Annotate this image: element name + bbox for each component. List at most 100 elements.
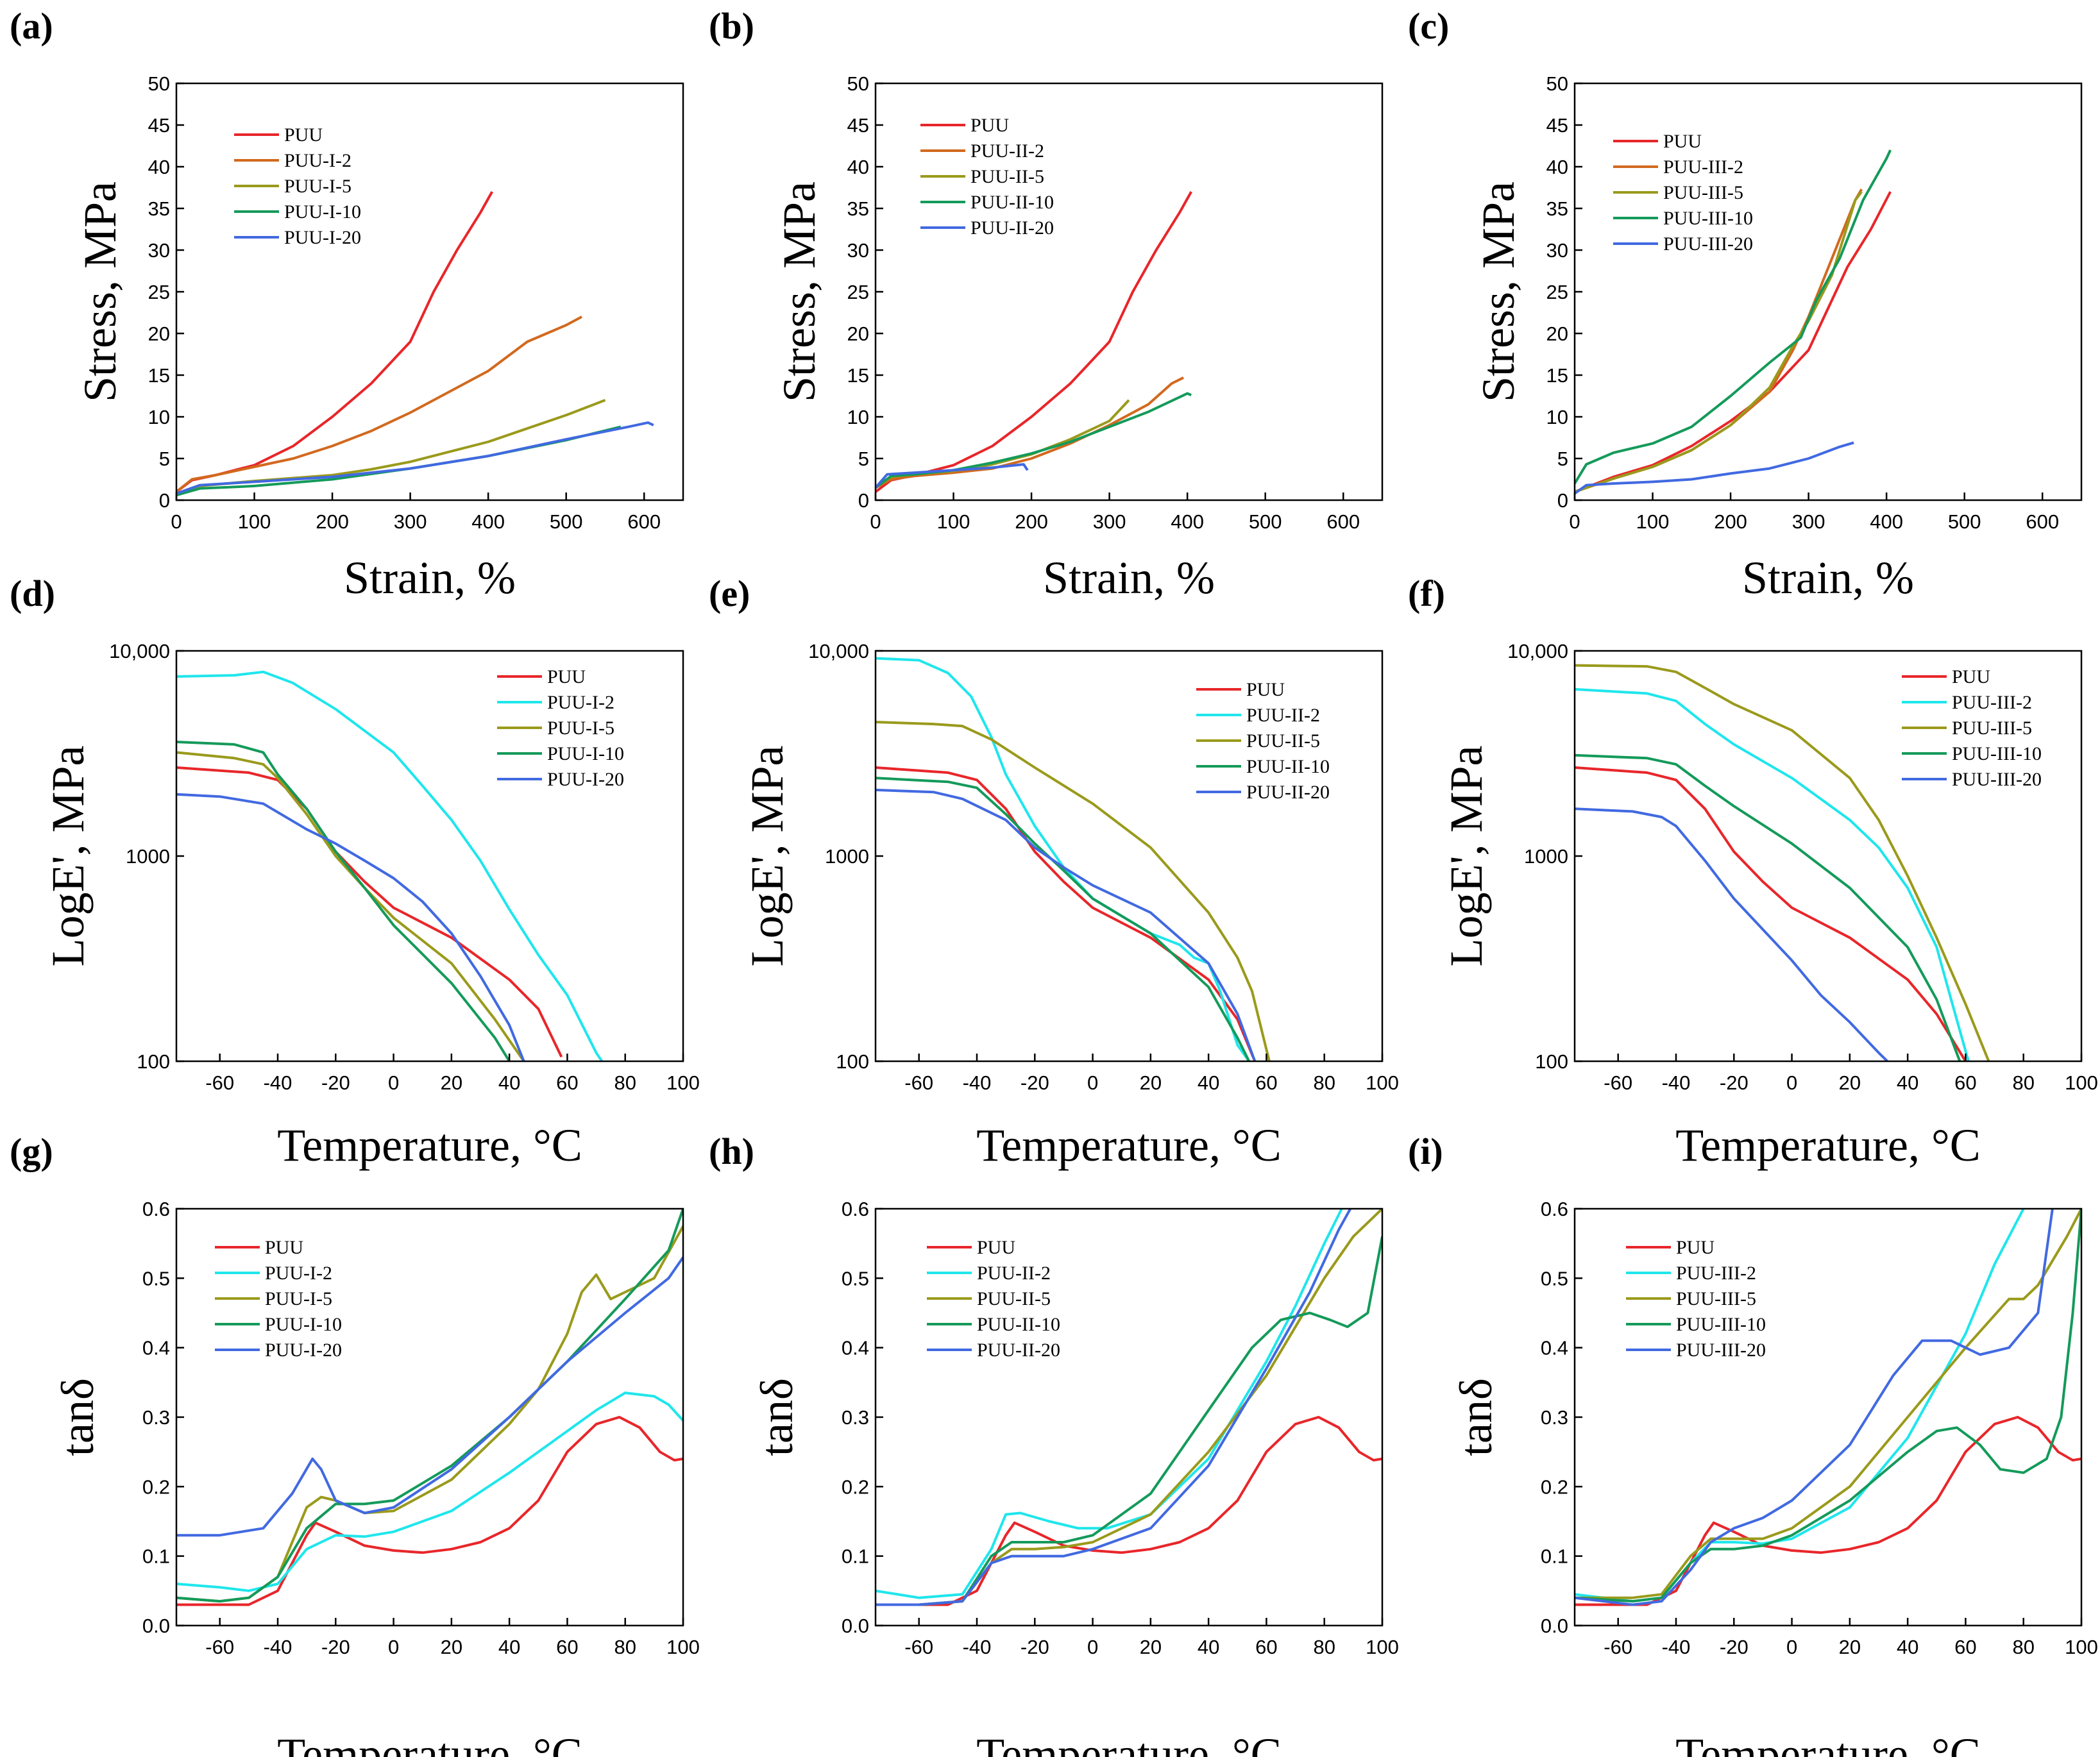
x-tick-label: 80 <box>2012 1636 2034 1658</box>
y-tick-label: 0.6 <box>1541 1198 1568 1220</box>
x-tick-label: -60 <box>1604 1636 1632 1658</box>
x-tick-label: 60 <box>1954 1636 1976 1658</box>
x-tick-label: -20 <box>1020 1636 1049 1658</box>
plot-frame <box>175 82 684 501</box>
x-tick-label: 0 <box>1786 1636 1797 1658</box>
y-tick-label: 15 <box>847 364 869 387</box>
legend-label: PUU <box>265 1237 303 1258</box>
legend-label: PUU-II-10 <box>970 192 1054 213</box>
x-axis-title: Strain, % <box>1742 552 1914 603</box>
x-tick-label: 20 <box>441 1072 462 1094</box>
plot-frame <box>1573 1207 2083 1627</box>
x-tick-label: 60 <box>556 1072 578 1094</box>
panel-label: (e) <box>709 573 750 614</box>
chart-panel-a: 0 100 200 300 400 500 600 0 5 10 15 20 25 30 35 40 45 50 S… <box>10 5 684 603</box>
y-tick-label: 50 <box>1546 72 1568 95</box>
legend-label: PUU-II-20 <box>977 1340 1060 1361</box>
y-axis-title: LogE', MPa <box>42 746 94 967</box>
y-tick-label: 35 <box>1546 198 1568 220</box>
x-tick-label: -60 <box>205 1636 234 1658</box>
y-tick-label: 0.1 <box>142 1545 170 1568</box>
panel-label: (a) <box>10 5 53 47</box>
legend-label: PUU-II-20 <box>970 217 1054 239</box>
x-tick-label: 60 <box>556 1636 578 1658</box>
y-tick-label: 40 <box>148 156 170 178</box>
y-tick-label: 0.5 <box>842 1267 869 1290</box>
x-axis-title: Temperature, °C <box>976 1120 1282 1171</box>
y-tick-label: 1000 <box>825 845 869 868</box>
legend-label: PUU-III-5 <box>1952 718 2032 739</box>
x-tick-label: 500 <box>1249 510 1282 533</box>
legend-label: PUU-I-5 <box>284 176 351 197</box>
legend-label: PUU <box>970 115 1009 136</box>
legend: PUU PUU-II-2 PUU-II-5 PUU-II-10 PUU-II-20 <box>920 115 1054 239</box>
series-line-puu-iii-20 <box>1575 441 1854 495</box>
series-line-puu-ii-20 <box>876 1209 1352 1606</box>
x-tick-label: 0 <box>388 1636 399 1658</box>
chart-panel-e: -60 -40 -20 0 20 40 60 80 100 100 1000 10,000 Temper… <box>709 573 1399 1171</box>
y-axis-title: Stress, MPa <box>774 181 825 402</box>
legend-label: PUU-I-2 <box>284 150 351 171</box>
x-tick-label: 0 <box>388 1072 399 1094</box>
y-tick-label: 0.4 <box>142 1337 170 1359</box>
y-tick-label: 0.4 <box>1541 1337 1568 1359</box>
x-axis-title: Temperature, °C <box>1675 1120 1981 1171</box>
series-line-puu <box>176 1416 683 1606</box>
series-line-puu-iii-20 <box>1575 807 1888 1061</box>
x-tick-label: -40 <box>963 1072 992 1094</box>
y-tick-label: 0 <box>858 489 869 512</box>
x-tick-label: 100 <box>1366 1072 1399 1094</box>
x-tick-label: -20 <box>1720 1072 1749 1094</box>
y-tick-label: 0.2 <box>1541 1475 1568 1498</box>
series-line-puu-ii-5 <box>876 1209 1382 1606</box>
x-tick-label: 60 <box>1255 1636 1277 1658</box>
x-tick-label: 40 <box>1897 1636 1918 1658</box>
x-tick-label: -60 <box>904 1072 933 1094</box>
x-tick-label: 20 <box>441 1636 462 1658</box>
legend-label: PUU-II-10 <box>1246 756 1330 777</box>
y-tick-label: 0.1 <box>842 1545 869 1568</box>
y-tick-label: 100 <box>836 1050 869 1073</box>
x-tick-label: 80 <box>614 1636 636 1658</box>
series-line-puu-iii-10 <box>1575 149 1892 485</box>
series-line-puu-i-5 <box>176 399 606 495</box>
series-line-puu-ii-10 <box>876 777 1251 1061</box>
y-tick-label: 40 <box>847 156 869 178</box>
legend-label: PUU-III-10 <box>1663 208 1753 229</box>
legend-label: PUU <box>547 666 586 687</box>
legend: PUU PUU-III-2 PUU-III-5 PUU-III-10 PUU-III-2… <box>1902 666 2042 790</box>
series-line-puu-iii-20 <box>1575 1209 2054 1606</box>
x-tick-label: 100 <box>937 510 970 533</box>
chart-panel-f: -60 -40 -20 0 20 40 60 80 100 100 1000 10,000 Temper… <box>1408 573 2098 1171</box>
legend-label: PUU-I-10 <box>284 201 361 223</box>
x-tick-label: 100 <box>2065 1072 2098 1094</box>
y-tick-label: 20 <box>847 323 869 345</box>
x-axis-title: Temperature, °C <box>277 1120 582 1171</box>
series-line-puu-i-5 <box>176 1225 683 1603</box>
x-tick-label: -40 <box>1662 1072 1691 1094</box>
x-tick-label: 400 <box>471 510 505 533</box>
y-tick-label: 25 <box>148 281 170 303</box>
legend-label: PUU <box>977 1237 1015 1258</box>
legend-label: PUU-I-5 <box>547 718 614 739</box>
x-tick-label: 80 <box>1313 1636 1335 1658</box>
legend: PUU PUU-I-2 PUU-I-5 PUU-I-10 PUU-I-20 <box>215 1237 342 1361</box>
y-tick-label: 15 <box>148 364 170 387</box>
y-tick-label: 0.6 <box>842 1198 869 1220</box>
x-tick-label: -40 <box>264 1072 292 1094</box>
series-line-puu-i-10 <box>176 425 622 497</box>
x-tick-label: 0 <box>1087 1072 1098 1094</box>
y-tick-label: 25 <box>847 281 869 303</box>
y-tick-label: 30 <box>1546 239 1568 262</box>
series-line-puu-iii-5 <box>1575 190 1863 493</box>
y-tick-label: 35 <box>847 198 869 220</box>
legend: PUU PUU-II-2 PUU-II-5 PUU-II-10 PUU-II-20 <box>1196 679 1330 803</box>
legend-label: PUU-I-5 <box>265 1288 332 1309</box>
legend-label: PUU-II-20 <box>1246 782 1330 803</box>
y-tick-label: 1000 <box>1524 845 1568 868</box>
chart-panel-h: -60 -40 -20 0 20 40 60 80 100 0.0 0.1 0.2 0.3 0.4 0.5 0… <box>709 1131 1399 1757</box>
y-tick-label: 0.4 <box>842 1337 869 1359</box>
x-tick-label: 400 <box>1171 510 1204 533</box>
series-line-puu-iii-2 <box>1575 1209 2025 1603</box>
legend-label: PUU <box>1952 666 1990 687</box>
